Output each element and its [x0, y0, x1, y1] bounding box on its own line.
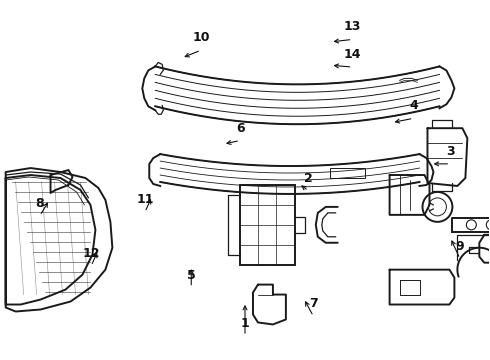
Text: 3: 3 — [446, 145, 455, 158]
Text: 8: 8 — [35, 197, 44, 210]
Text: 11: 11 — [136, 193, 153, 206]
Bar — [330, 168, 365, 178]
Bar — [240, 185, 295, 265]
Text: 14: 14 — [344, 48, 361, 61]
Text: 4: 4 — [409, 99, 418, 112]
Text: 1: 1 — [241, 317, 249, 330]
Text: 7: 7 — [309, 297, 318, 310]
Text: 9: 9 — [456, 240, 465, 253]
Text: 2: 2 — [304, 172, 313, 185]
Text: 13: 13 — [344, 21, 361, 33]
Text: 12: 12 — [82, 247, 100, 260]
Text: 10: 10 — [192, 31, 210, 44]
Text: 5: 5 — [187, 269, 196, 282]
Text: 6: 6 — [236, 122, 245, 135]
